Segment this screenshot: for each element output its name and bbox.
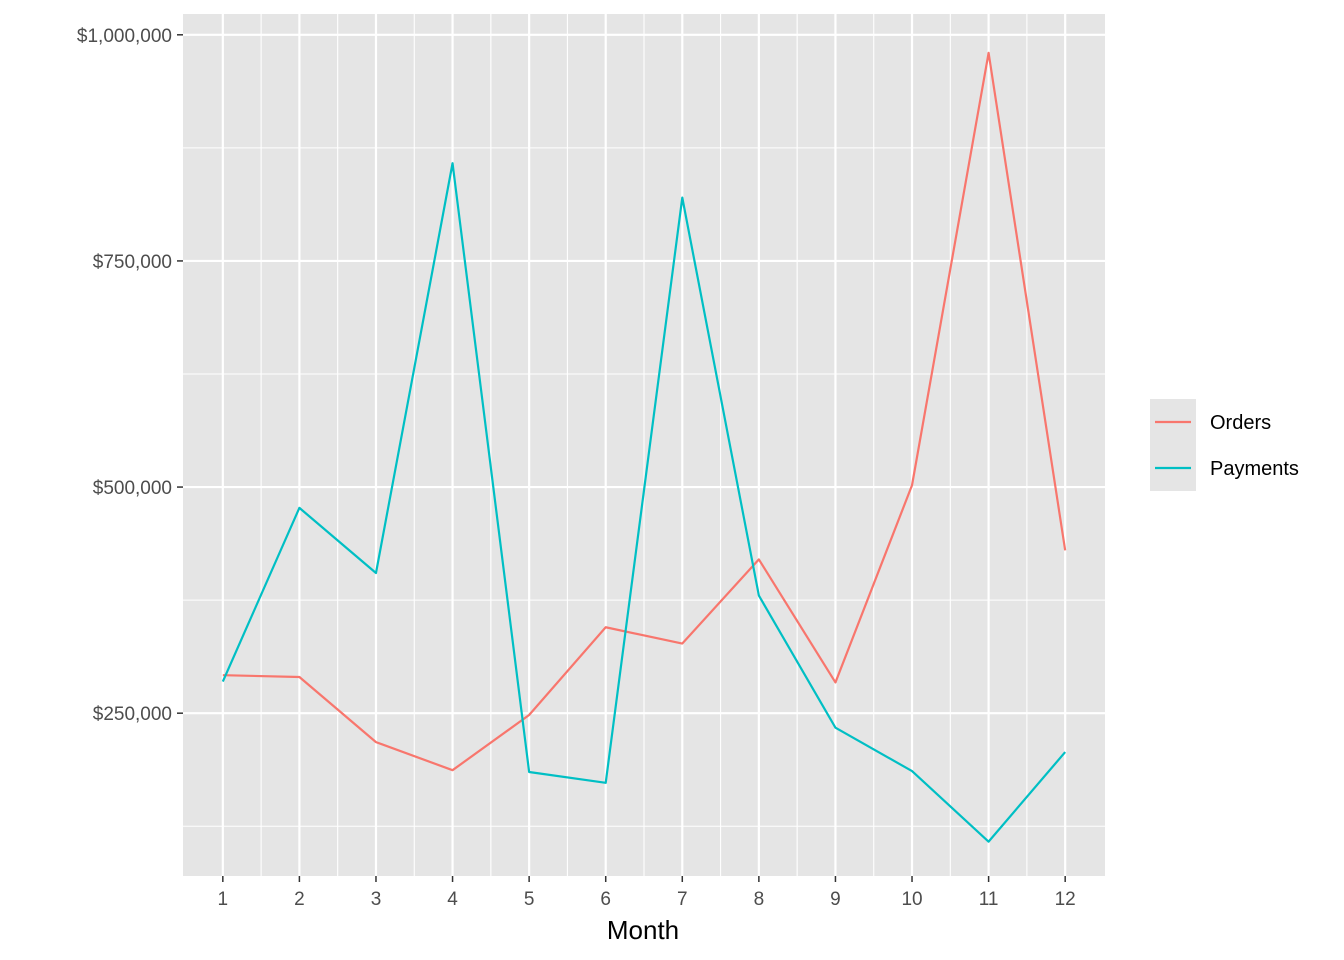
x-tick-label: 11 [979, 889, 999, 910]
legend-key-background [1150, 399, 1196, 491]
x-tick-label: 8 [754, 889, 765, 910]
x-tick-label: 1 [218, 889, 229, 910]
x-tick-label: 5 [524, 889, 535, 910]
x-tick-label: 4 [447, 889, 458, 910]
major-grid-lines [183, 14, 1105, 876]
x-tick-label: 3 [371, 889, 382, 910]
legend-label-orders: Orders [1210, 412, 1271, 434]
y-tick-label: $750,000 [93, 252, 172, 273]
y-tick-label: $250,000 [93, 704, 172, 725]
x-tick-label: 9 [830, 889, 841, 910]
legend: Orders Payments [1150, 399, 1299, 491]
y-tick-label: $1,000,000 [77, 26, 172, 47]
x-tick-label: 10 [901, 889, 922, 910]
minor-grid-lines [183, 14, 1105, 876]
series-line-payments [221, 162, 1067, 843]
y-axis: $250,000 $500,000 $750,000 $1,000,000 [77, 26, 183, 725]
x-tick-label: 12 [1055, 889, 1076, 910]
series-line-orders [222, 51, 1067, 772]
y-tick-label: $500,000 [93, 478, 172, 499]
x-axis-title: Month [607, 915, 679, 945]
series-lines [221, 51, 1067, 843]
x-axis: 1 2 3 4 5 6 7 8 9 10 11 12 [218, 876, 1076, 910]
x-tick-label: 2 [294, 889, 305, 910]
legend-label-payments: Payments [1210, 458, 1299, 480]
x-tick-label: 7 [677, 889, 688, 910]
x-tick-label: 6 [600, 889, 611, 910]
